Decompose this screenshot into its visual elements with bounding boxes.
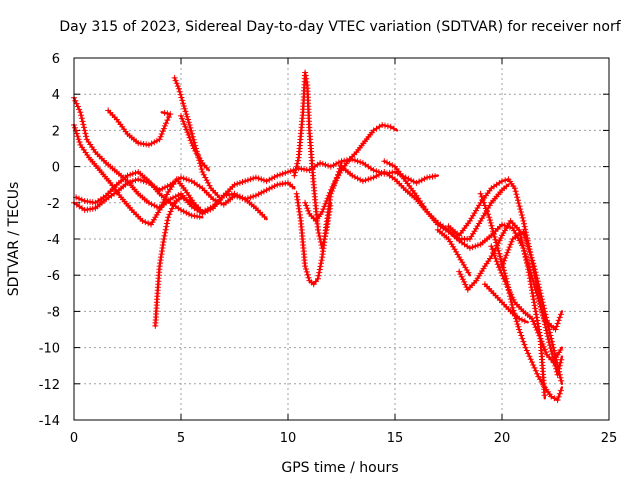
y-tick-label: -14 [39,414,60,429]
y-tick-label: -8 [47,305,60,320]
chart-title: Day 315 of 2023, Sidereal Day-to-day VTE… [59,19,621,35]
series-track-18 [488,243,564,366]
series-track-4 [73,169,204,220]
series-track-8 [178,112,211,172]
y-tick-label: 4 [52,88,60,103]
y-axis-label: SDTVAR / TECUs [6,182,22,297]
series-track-3 [71,174,268,221]
series-markers [152,194,199,329]
y-tick-label: -2 [47,197,60,212]
series-markers [488,243,564,366]
y-tick-label: -6 [47,269,60,284]
x-tick-label: 10 [280,431,297,446]
series-markers [73,169,203,220]
y-tick-label: -10 [39,342,60,357]
y-tick-label: 2 [52,124,60,139]
series-track-5 [105,107,174,148]
series-markers [178,112,210,171]
x-tick-labels: 0 5 10 15 20 25 [70,431,617,446]
series-track-16 [456,217,548,400]
series-markers [434,226,472,276]
x-tick-label: 20 [494,431,511,446]
series-line [436,228,472,277]
series-track-10 [291,69,334,252]
series-track-7 [152,194,200,329]
x-tick-label: 15 [387,431,404,446]
series-markers [105,107,174,148]
x-axis-label: GPS time / hours [281,460,398,476]
y-tick-label: 0 [52,161,60,176]
y-tick-label: 6 [52,52,60,67]
y-tick-labels: -14 -12 -10 -8 -6 -4 -2 0 2 4 6 [39,52,60,429]
y-tick-label: -12 [39,378,60,393]
x-tick-label: 5 [177,431,185,446]
x-tick-label: 0 [70,431,78,446]
x-tick-label: 25 [601,431,618,446]
series-track-19 [434,226,472,277]
series-track-11 [302,122,399,224]
plot-area [71,69,565,404]
plot-frame [73,57,610,421]
series-markers [302,122,397,224]
y-tick-label: -4 [47,233,60,248]
series-markers [481,281,528,325]
series-track-20 [481,281,529,325]
